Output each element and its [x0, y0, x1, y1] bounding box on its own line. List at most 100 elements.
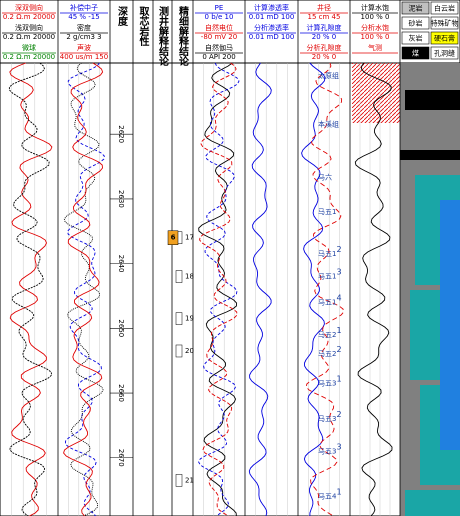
- conclusion-box: [175, 312, 183, 325]
- layer-label: 马五13: [318, 267, 342, 281]
- curve-scale: 2 g/cm3 3: [66, 33, 101, 41]
- curve-name: 计算水饱: [361, 3, 389, 12]
- curve-scale: 0 API 200: [202, 53, 235, 61]
- layer-name: 马五1: [318, 298, 336, 306]
- layer-name: 马五1: [318, 208, 336, 216]
- test-label: 6: [171, 234, 176, 242]
- curve-scale: 0.01 mD 100: [249, 33, 295, 41]
- curve-scale: 100 % 0: [361, 33, 390, 41]
- conclusion-label: 17: [185, 234, 194, 242]
- layer-sup: 4: [336, 293, 341, 302]
- legend-swatch: [401, 46, 430, 60]
- curve-name: 分析水饱: [361, 23, 389, 32]
- layer-name: 马五1: [318, 250, 336, 258]
- layer-sup: 3: [336, 442, 341, 451]
- log-curve: [248, 62, 272, 516]
- curve-scale: 20 % 0: [312, 33, 336, 41]
- legend-swatch: [430, 46, 459, 60]
- layer-sup: 1: [336, 325, 341, 334]
- gas-fill: [352, 63, 400, 123]
- layer-name: 太原组: [318, 71, 339, 80]
- curve-scale: 100 % 0: [361, 13, 390, 21]
- layer-name: 马五2: [318, 350, 336, 358]
- log-curve: [305, 62, 345, 516]
- layer-label: 太原组: [318, 71, 339, 80]
- curve-scale: 15 cm 45: [308, 13, 341, 21]
- layer-label: 马五33: [318, 442, 342, 456]
- legend-label: 硬石膏: [434, 34, 455, 43]
- layer-name: 马五4: [318, 493, 337, 501]
- curve-name: 补偿中子: [70, 3, 98, 12]
- legend-label: 砂岩: [409, 19, 423, 28]
- legend-swatch: [401, 1, 430, 15]
- curve-name: 自然电位: [205, 23, 233, 32]
- column-title: 深度: [116, 5, 128, 27]
- layer-sup: 1: [336, 374, 341, 383]
- log-curve: [63, 62, 104, 516]
- layer-sup: 2: [336, 409, 341, 418]
- layer-label: 马五21: [318, 325, 342, 339]
- column-title: 测井解释结论: [157, 5, 169, 66]
- lithology-track: [400, 63, 460, 516]
- depth-label: 2640: [117, 255, 125, 273]
- depth-label: 2660: [117, 384, 125, 402]
- column-title: 取芯岩性: [137, 6, 150, 47]
- layer-sup: 2: [336, 244, 341, 253]
- curve-name: 微球: [22, 43, 36, 52]
- layer-label: 马五32: [318, 409, 342, 423]
- curve-name: 计算渗透率: [254, 3, 289, 12]
- layer-label: 马五31: [318, 374, 342, 388]
- layer-name: 马五1: [318, 273, 336, 281]
- curve-scale: 0.01 mD 100: [249, 13, 295, 21]
- legend-swatch: [401, 31, 430, 45]
- conclusion-label: 19: [185, 315, 194, 323]
- layer-label: 马六: [318, 173, 332, 182]
- curve-name: 计算孔隙度: [307, 23, 342, 32]
- curve-scale: 20 % 0: [312, 53, 336, 61]
- layer-label: 马五41: [318, 487, 342, 501]
- legend-swatch: [430, 1, 459, 15]
- layer-name: 马五2: [318, 331, 336, 339]
- curve-name: 井径: [317, 3, 331, 12]
- curve-scale: -80 mV 20: [201, 33, 237, 41]
- legend-label: 特殊矿物: [431, 19, 459, 28]
- layer-sup: 1: [336, 487, 341, 496]
- layer-name: 本溪组: [318, 119, 339, 128]
- legend-label: 灰岩: [409, 34, 423, 43]
- curve-name: PE: [215, 4, 224, 12]
- depth-label: 2670: [117, 449, 125, 467]
- layer-name: 马五3: [318, 415, 336, 423]
- curve-name: 深双侧向: [15, 3, 43, 12]
- legend-label: 孔洞缝: [434, 49, 455, 58]
- curve-scale: 45 % -15: [68, 13, 99, 21]
- legend-label: 泥岩: [409, 4, 423, 13]
- curve-name: 密度: [77, 23, 91, 32]
- conclusion-box: [175, 344, 183, 358]
- log-curve: [198, 62, 240, 516]
- conclusion-label: 18: [185, 273, 194, 281]
- depth-label: 2630: [117, 190, 125, 208]
- curve-name: 分析孔隙度: [307, 43, 342, 52]
- curve-scale: 0.2 Ω.m 20000: [3, 33, 55, 41]
- layer-label: 本溪组: [318, 119, 339, 128]
- column-title: 精细解释结论: [177, 5, 189, 66]
- layer-sup: 3: [336, 267, 341, 276]
- curve-scale: 400 us/m 150: [60, 53, 108, 61]
- layer-sup: 2: [336, 345, 341, 354]
- log-curve: [199, 62, 238, 516]
- depth-label: 2650: [117, 319, 125, 337]
- curve-scale: 0.2 Ω.m 20000: [3, 53, 55, 61]
- layer-label: 马五22: [318, 345, 342, 359]
- curve-name: 浅双侧向: [15, 23, 43, 32]
- curve-name: 气测: [368, 43, 382, 52]
- layer-label: 马五12: [318, 244, 342, 258]
- legend-label: 煤: [412, 49, 419, 58]
- curve-scale: 0 b/e 10: [205, 13, 234, 21]
- conclusion-label: 20: [185, 347, 194, 355]
- curve-name: 自然伽马: [205, 43, 233, 52]
- layer-label: 马五14: [318, 293, 342, 307]
- conclusion-box: [175, 270, 183, 283]
- curve-name: 分析渗透率: [254, 23, 289, 32]
- curve-scale: 0.2 Ω.m 20000: [3, 13, 55, 21]
